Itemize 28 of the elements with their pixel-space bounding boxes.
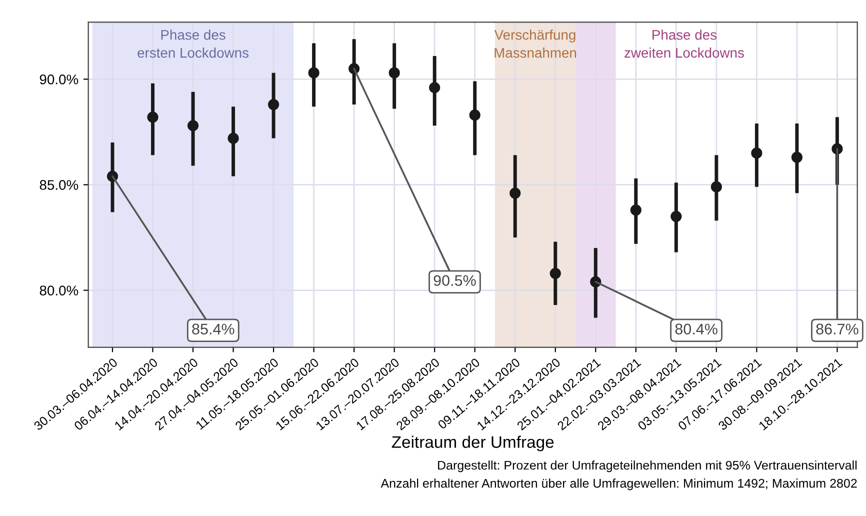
band-label: Phase des ersten Lockdowns [138, 30, 248, 58]
y-tick-label: 90.0% [40, 74, 78, 84]
point [429, 82, 440, 94]
point [147, 112, 158, 123]
point [630, 204, 642, 216]
x-axis-title: Zeitraum der Umfrage [392, 436, 554, 452]
annotation: 90.5% [434, 275, 476, 286]
band-label: Phase des zweiten Lockdowns [624, 30, 744, 58]
point [308, 67, 320, 78]
point [670, 210, 682, 222]
point [187, 120, 199, 132]
point [510, 188, 521, 199]
band-label: Verschärfung Massnahmen [494, 30, 576, 58]
annotation: 86.7% [816, 324, 858, 334]
point [751, 148, 762, 159]
y-tick-label: 85.0% [40, 180, 78, 190]
point [469, 110, 480, 121]
point [388, 67, 400, 78]
point [550, 268, 561, 279]
annotation: 85.4% [192, 324, 234, 334]
text: Dargestellt: Prozent der Umfrageteilnehmenden mit 95% Vertrauensintervall [438, 460, 857, 472]
point [791, 152, 803, 163]
annotation: 80.4% [675, 324, 718, 334]
point [710, 181, 722, 192]
text: Anzahl erhaltener Antworten über alle Umfragewellen: Minimum 1492; Maximum 2802 [380, 478, 857, 490]
point [268, 98, 280, 110]
point [228, 132, 239, 144]
y-tick-label: 80.0% [40, 286, 78, 296]
